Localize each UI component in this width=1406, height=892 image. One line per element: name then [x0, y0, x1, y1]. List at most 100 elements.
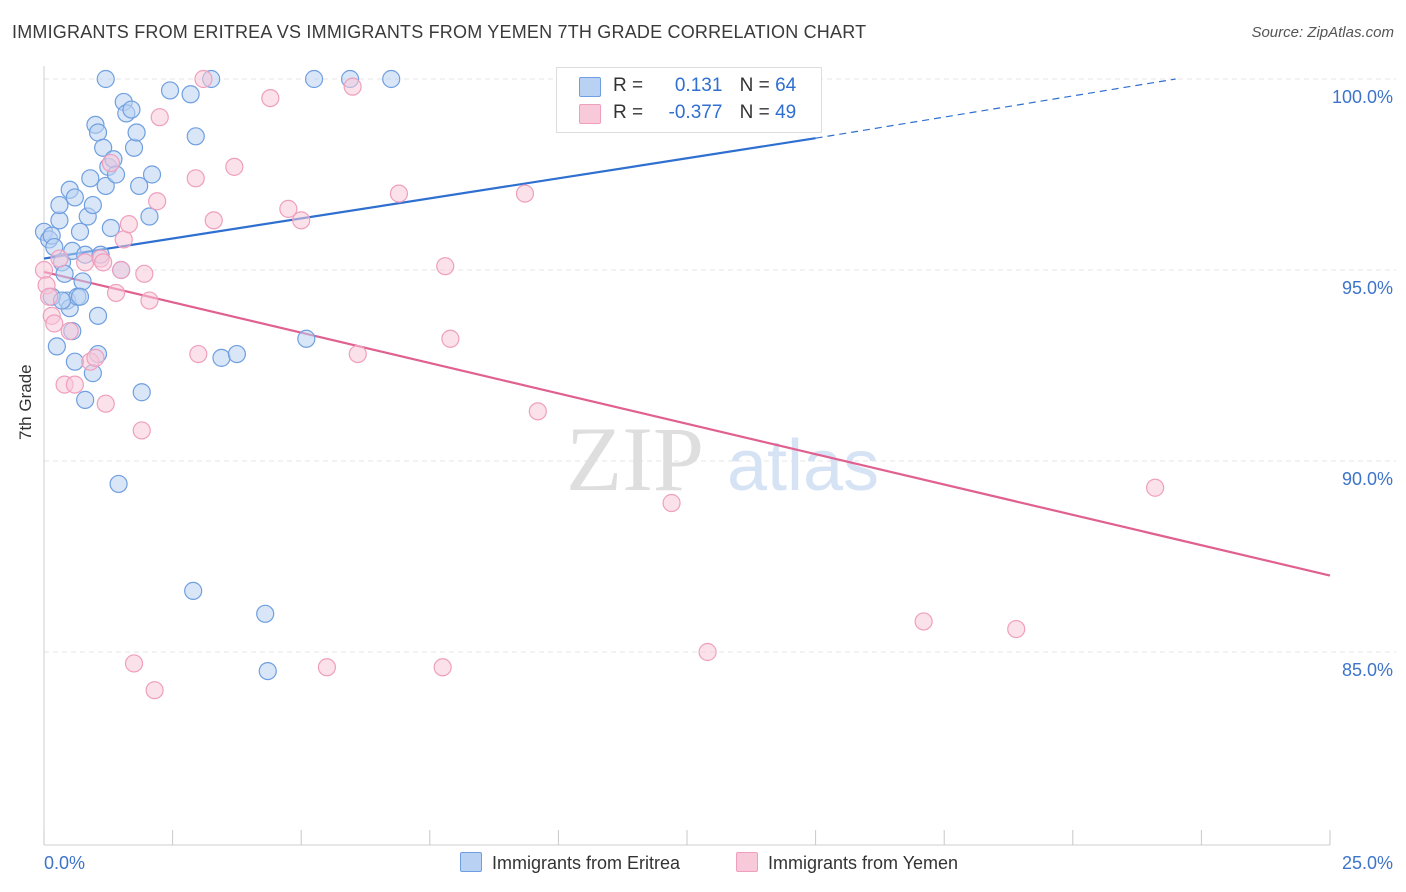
point-yemen [1146, 478, 1165, 497]
series-label-eritrea: Immigrants from Eritrea [492, 853, 681, 873]
point-eritrea [55, 264, 74, 283]
point-yemen [101, 153, 120, 173]
point-yemen [34, 260, 54, 280]
point-eritrea [109, 474, 128, 494]
point-yemen [279, 199, 298, 218]
point-yemen [150, 108, 169, 127]
point-yemen [225, 157, 244, 176]
point-eritrea [65, 352, 84, 371]
point-yemen [343, 77, 362, 96]
legend-swatch-eritrea [579, 77, 601, 97]
point-eritrea [50, 195, 69, 215]
point-eritrea [88, 123, 108, 142]
y-tick-label: 90.0% [1342, 469, 1393, 489]
point-yemen [204, 211, 223, 230]
series-legend-yemen: Immigrants from Yemen [736, 852, 958, 874]
point-eritrea [96, 176, 115, 196]
point-yemen [96, 394, 115, 413]
trendline-yemen [43, 270, 1331, 577]
point-yemen [292, 211, 311, 230]
tick-labels: 85.0% 90.0% 95.0% 100.0% 0.0% 25.0% [44, 87, 1393, 873]
point-eritrea [65, 188, 84, 207]
point-yemen [189, 344, 208, 364]
data-points [34, 69, 1165, 700]
axes [43, 66, 1331, 846]
legend-r-label: R = [613, 102, 644, 123]
grid-lines [44, 78, 1396, 653]
point-eritrea [50, 211, 69, 230]
point-yemen [135, 264, 154, 283]
point-yemen [112, 260, 131, 280]
point-yemen [60, 322, 79, 341]
y-tick-label: 85.0% [1342, 660, 1393, 680]
point-yemen [389, 184, 409, 203]
point-yemen [119, 215, 138, 234]
point-yemen [50, 249, 69, 268]
point-eritrea [94, 138, 113, 157]
point-eritrea [73, 272, 92, 291]
point-eritrea [122, 100, 141, 119]
point-eritrea [297, 329, 316, 348]
point-yemen [65, 375, 84, 394]
point-yemen [528, 402, 547, 421]
point-yemen [698, 642, 717, 662]
point-eritrea [76, 390, 95, 409]
point-eritrea [127, 123, 146, 142]
legend-r-value-eritrea: 0.131 [674, 75, 723, 96]
legend-r-value-yemen: -0.377 [668, 102, 723, 123]
point-eritrea [258, 661, 277, 681]
point-yemen [433, 658, 452, 677]
point-eritrea [130, 176, 149, 196]
y-tick-label: 95.0% [1342, 278, 1393, 298]
x-tick-label: 25.0% [1342, 853, 1393, 873]
point-yemen [194, 69, 213, 89]
point-yemen [186, 169, 205, 188]
stats-legend: R = 0.131 N = 64 R = -0.377 N = 49 [556, 67, 822, 133]
point-eritrea [227, 344, 246, 364]
point-eritrea [304, 69, 324, 89]
point-yemen [145, 681, 164, 700]
point-eritrea [181, 85, 200, 104]
point-yemen [261, 88, 280, 108]
point-eritrea [140, 207, 159, 226]
series-legend-eritrea: Immigrants from Eritrea [460, 852, 680, 874]
point-yemen [94, 253, 113, 272]
point-yemen [114, 230, 133, 249]
legend-n-value-eritrea: 64 [775, 75, 797, 96]
point-eritrea [256, 604, 275, 623]
trendline-eritrea [43, 137, 816, 260]
point-eritrea [212, 348, 231, 367]
point-yemen [124, 654, 144, 673]
point-eritrea [186, 127, 205, 146]
point-eritrea [101, 218, 120, 238]
trendlines [43, 78, 1331, 577]
point-yemen [148, 192, 167, 211]
point-eritrea [70, 222, 90, 241]
y-tick-label: 100.0% [1332, 87, 1393, 107]
point-eritrea [70, 287, 90, 306]
legend-n-value-yemen: 49 [775, 102, 797, 123]
point-yemen [76, 253, 95, 272]
x-tick-label: 0.0% [44, 853, 85, 873]
point-eritrea [96, 69, 115, 89]
point-yemen [662, 493, 681, 513]
point-eritrea [160, 81, 180, 100]
chart-title: IMMIGRANTS FROM ERITREA VS IMMIGRANTS FR… [12, 22, 867, 42]
point-yemen [914, 612, 933, 631]
legend-n-label: N = [739, 75, 770, 96]
point-yemen [140, 291, 159, 310]
point-eritrea [81, 169, 100, 188]
point-yemen [515, 184, 535, 203]
legend-swatch-yemen [579, 104, 601, 124]
point-yemen [45, 314, 64, 333]
point-yemen [441, 329, 460, 348]
point-eritrea [88, 306, 108, 325]
point-eritrea [382, 69, 401, 89]
point-yemen [40, 287, 59, 306]
point-yemen [436, 257, 455, 276]
legend-n-label: N = [739, 102, 770, 123]
point-eritrea [132, 383, 151, 402]
point-eritrea [124, 138, 144, 157]
series-swatch-yemen [736, 852, 758, 872]
watermark: ZIP atlas [566, 408, 879, 510]
